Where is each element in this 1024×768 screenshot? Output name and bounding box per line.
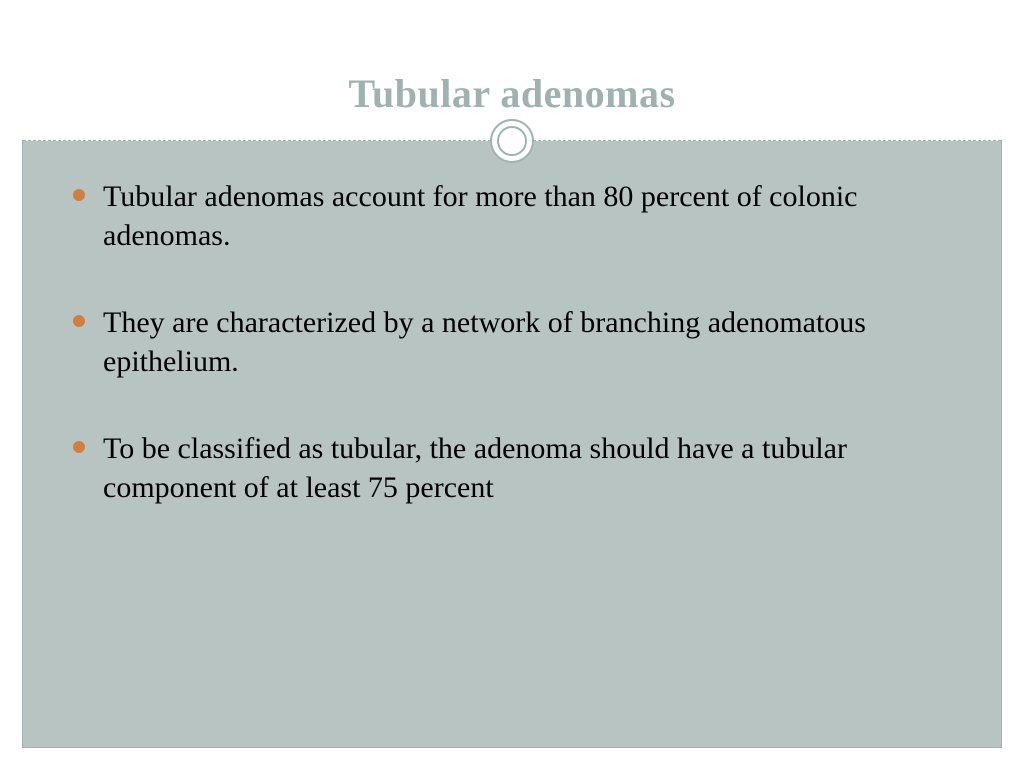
bullet-item: To be classified as tubular, the adenoma… (73, 429, 969, 507)
circle-ornament-icon (490, 119, 534, 163)
slide: Tubular adenomas Tubular adenomas accoun… (0, 0, 1024, 768)
bullet-item: They are characterized by a network of b… (73, 303, 969, 381)
bullet-item: Tubular adenomas account for more than 8… (73, 177, 969, 255)
bullet-list: Tubular adenomas account for more than 8… (73, 177, 969, 507)
content-area: Tubular adenomas account for more than 8… (23, 141, 1001, 747)
slide-title: Tubular adenomas (22, 70, 1002, 117)
